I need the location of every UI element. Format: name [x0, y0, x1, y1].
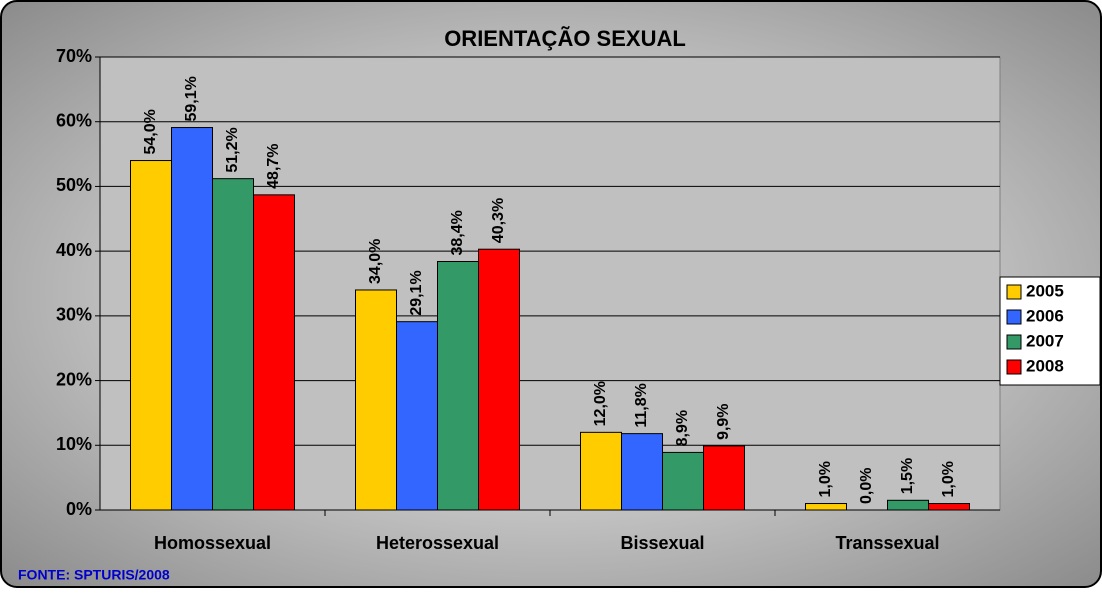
data-label: 59,1% [183, 76, 200, 121]
bar [662, 451, 704, 511]
bar [171, 127, 213, 511]
y-tick-label: 30% [56, 305, 92, 325]
legend-label: 2006 [1026, 306, 1064, 325]
bar [212, 178, 254, 511]
legend-swatch [1006, 359, 1022, 375]
data-label: 1,0% [940, 461, 957, 497]
data-label: 0,0% [858, 468, 875, 504]
bar [887, 499, 929, 511]
bar [580, 431, 622, 511]
y-tick-label: 70% [56, 46, 92, 66]
chart-title: ORIENTAÇÃO SEXUAL [444, 26, 686, 51]
x-tick-label: Homossexual [154, 533, 271, 553]
data-label: 54,0% [142, 109, 159, 154]
data-label: 38,4% [449, 210, 466, 255]
bar [396, 321, 438, 511]
x-tick-label: Bissexual [620, 533, 704, 553]
bar [928, 503, 970, 511]
legend-swatch [1006, 334, 1022, 350]
y-tick-label: 20% [56, 369, 92, 389]
data-label: 40,3% [490, 198, 507, 243]
data-label: 11,8% [633, 383, 650, 427]
y-tick-label: 50% [56, 175, 92, 195]
bar [621, 433, 663, 511]
data-label: 8,9% [674, 410, 691, 446]
y-tick-label: 40% [56, 240, 92, 260]
y-tick-label: 60% [56, 110, 92, 130]
data-label: 1,5% [899, 458, 916, 494]
source-note: FONTE: SPTURIS/2008 [18, 567, 170, 583]
data-label: 1,0% [817, 461, 834, 497]
bar [805, 503, 847, 511]
y-tick-label: 0% [66, 499, 92, 519]
y-tick-label: 10% [56, 434, 92, 454]
legend-swatch [1006, 284, 1022, 300]
legend-label: 2008 [1026, 356, 1064, 375]
legend-label: 2005 [1026, 281, 1064, 300]
bar [703, 445, 745, 511]
legend-label: 2007 [1026, 331, 1064, 350]
data-label: 34,0% [367, 239, 384, 284]
bar [253, 194, 295, 511]
bar [478, 248, 520, 511]
data-label: 29,1% [408, 270, 425, 315]
bar [437, 260, 479, 511]
data-label: 12,0% [592, 381, 609, 426]
data-label: 9,9% [715, 403, 732, 439]
x-tick-label: Heterossexual [376, 533, 499, 553]
data-label: 51,2% [224, 127, 241, 172]
x-tick-label: Transsexual [835, 533, 939, 553]
data-label: 48,7% [265, 143, 282, 188]
legend-swatch [1006, 309, 1022, 325]
bar [355, 289, 397, 511]
bar [130, 160, 172, 511]
